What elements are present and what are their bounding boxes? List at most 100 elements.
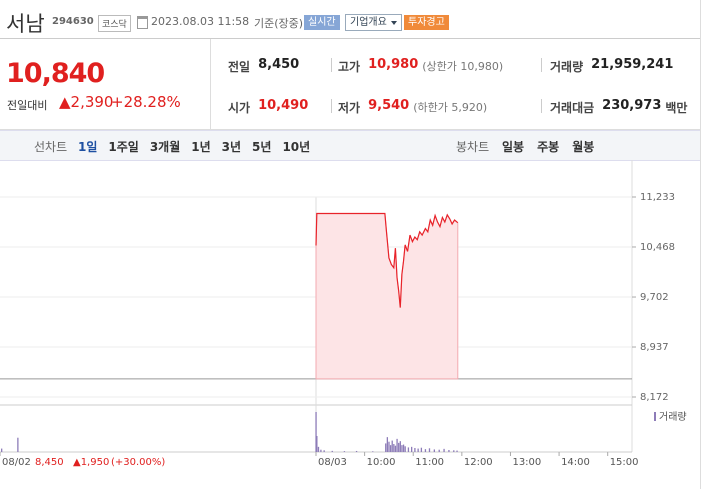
legend-label: 거래량 <box>659 411 687 423</box>
stock-name: 서남 <box>6 12 45 36</box>
y-tick-label: 10,468 <box>640 242 675 253</box>
volume-bar <box>402 444 405 452</box>
x-tick-label: 14:00 <box>561 457 590 468</box>
x-tick-label: 13:00 <box>512 457 541 468</box>
stat-note: (하한가 5,920) <box>413 101 488 114</box>
volume-bar <box>443 448 445 452</box>
chart: 8,172 8,937 9,702 10,468 11,233 거래량 08/02 08/03… <box>0 160 687 468</box>
stat-value: 10,490 <box>258 98 309 113</box>
x-tick-label: 11:00 <box>415 457 444 468</box>
volume-bar <box>456 450 458 452</box>
tab[interactable]: 3년 <box>221 140 242 154</box>
calendar-icon <box>137 16 148 29</box>
tab[interactable]: 월봉 <box>572 140 595 154</box>
volume-bar <box>1 448 3 452</box>
status: 기준(장중) <box>254 17 304 30</box>
footer-price: 8,450 <box>35 457 64 468</box>
legend-swatch <box>654 412 656 421</box>
volume-bar <box>323 450 325 452</box>
y-tick-label: 11,233 <box>640 192 675 203</box>
company-button[interactable]: 기업개요 <box>345 14 402 31</box>
button-text: 기업개요 <box>350 17 387 28</box>
warning-badge: 투자경고 <box>404 15 449 30</box>
stat-value: 8,450 <box>258 57 300 72</box>
y-tick-label: 8,172 <box>640 392 669 403</box>
footer-rate: (+30.00%) <box>111 457 165 468</box>
datetime: 2023.08.03 11:58 <box>151 15 250 28</box>
divider <box>541 99 542 113</box>
volume-bar <box>414 448 416 452</box>
volume-bar <box>316 436 318 452</box>
volume-bar <box>420 447 423 452</box>
stat-note: (상한가 10,980) <box>422 60 504 73</box>
stat-value: 21,959,241 <box>591 57 674 72</box>
volume-bar <box>389 445 392 452</box>
volume-bar <box>17 437 19 452</box>
stat-label: 전일 <box>228 60 251 74</box>
x-tick-label: 08/03 <box>318 457 347 468</box>
tab[interactable]: 5년 <box>252 140 272 154</box>
divider <box>331 99 332 113</box>
stat-value: 10,980 <box>368 57 419 72</box>
volume-bar <box>391 440 393 452</box>
tab[interactable]: 10년 <box>282 140 311 154</box>
volume-bar <box>428 448 431 452</box>
volume-bar <box>407 447 410 452</box>
volume-bar <box>417 448 419 452</box>
x-tick-label: 15:00 <box>610 457 639 468</box>
volume-bar <box>401 445 403 452</box>
tab-label: 봉차트 <box>456 140 490 154</box>
stat-label: 고가 <box>338 60 361 74</box>
volume-bar <box>453 450 455 452</box>
stat-label: 거래량 <box>550 60 584 74</box>
volume-bar <box>388 441 390 452</box>
volume-bar <box>320 449 322 452</box>
tab[interactable]: 주봉 <box>537 140 560 154</box>
stat-label: 시가 <box>228 101 251 115</box>
volume-bar <box>385 443 387 452</box>
tab[interactable]: 3개월 <box>149 140 181 154</box>
volume-bar <box>411 446 413 452</box>
dropdown-arrow <box>390 21 397 28</box>
stat-label: 거래대금 <box>550 101 595 115</box>
tab[interactable]: 1년 <box>191 140 211 154</box>
volume-bar <box>317 446 320 452</box>
y-tick-label: 8,937 <box>640 342 669 353</box>
change: ▲2,390 <box>59 93 114 111</box>
x-tick-label: 08/02 <box>2 457 31 468</box>
volume-bar <box>331 450 333 452</box>
divider <box>541 58 542 72</box>
x-tick-label: 10:00 <box>367 457 396 468</box>
volume-bar <box>433 449 435 452</box>
market-tag: 코스닥 <box>98 15 131 32</box>
volume-bar <box>355 450 358 452</box>
volume-bar <box>372 451 374 452</box>
volume-bar <box>438 449 440 452</box>
realtime-button[interactable]: 실시간 <box>304 15 340 30</box>
stock-code: 294630 <box>52 16 94 27</box>
volume-bar <box>404 446 406 452</box>
change-label: 전일대비 <box>7 99 48 112</box>
change-rate: +28.28% <box>111 93 181 111</box>
tab-label: 선차트 <box>34 140 68 154</box>
volume-bar <box>399 441 401 452</box>
tab-bar <box>0 130 700 161</box>
volume-bar <box>386 437 389 452</box>
volume-bar <box>393 444 395 452</box>
stat-label: 저가 <box>338 101 361 115</box>
footer-change: ▲1,950 <box>73 457 109 468</box>
x-tick-label: 12:00 <box>464 457 493 468</box>
volume-bar <box>394 445 397 452</box>
info-panel <box>0 38 700 130</box>
stat-unit: 백만 <box>665 101 688 115</box>
y-tick-label: 9,702 <box>640 292 669 303</box>
tab[interactable]: 1일 <box>78 140 98 154</box>
divider <box>210 39 211 129</box>
volume-bar <box>448 450 450 452</box>
tab[interactable]: 1주일 <box>108 140 139 154</box>
price-line <box>315 212 459 308</box>
tab[interactable]: 일봉 <box>502 140 525 154</box>
stat-value: 230,973 <box>602 98 662 113</box>
price: 10,840 <box>6 58 105 89</box>
